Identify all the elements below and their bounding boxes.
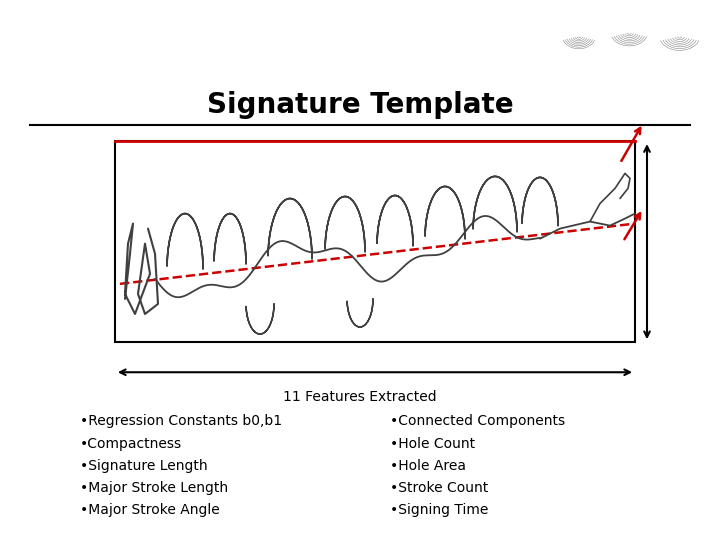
Text: •Major Stroke Angle: •Major Stroke Angle [80, 503, 220, 517]
Text: Signature Template: Signature Template [207, 91, 513, 119]
Bar [115, 141, 635, 342]
Text: UB: UB [13, 13, 56, 37]
Text: •Connected Components: •Connected Components [390, 414, 565, 428]
Text: •Regression Constants b0,b1: •Regression Constants b0,b1 [80, 414, 282, 428]
Text: •Major Stroke Length: •Major Stroke Length [80, 481, 228, 495]
Text: Center for Unified Biometrics and Sensors: Center for Unified Biometrics and Sensor… [60, 13, 420, 28]
Text: •Signature Length: •Signature Length [80, 458, 207, 472]
Text: •Signing Time: •Signing Time [390, 503, 488, 517]
Text: •Hole Area: •Hole Area [390, 458, 466, 472]
Text: •Stroke Count: •Stroke Count [390, 481, 488, 495]
Text: 11 Features Extracted: 11 Features Extracted [283, 390, 437, 404]
Text: University at Buffalo: University at Buffalo [60, 42, 181, 52]
Text: The State University of New York: The State University of New York [166, 42, 339, 52]
Text: •Hole Count: •Hole Count [390, 436, 475, 450]
Text: •Compactness: •Compactness [80, 436, 182, 450]
